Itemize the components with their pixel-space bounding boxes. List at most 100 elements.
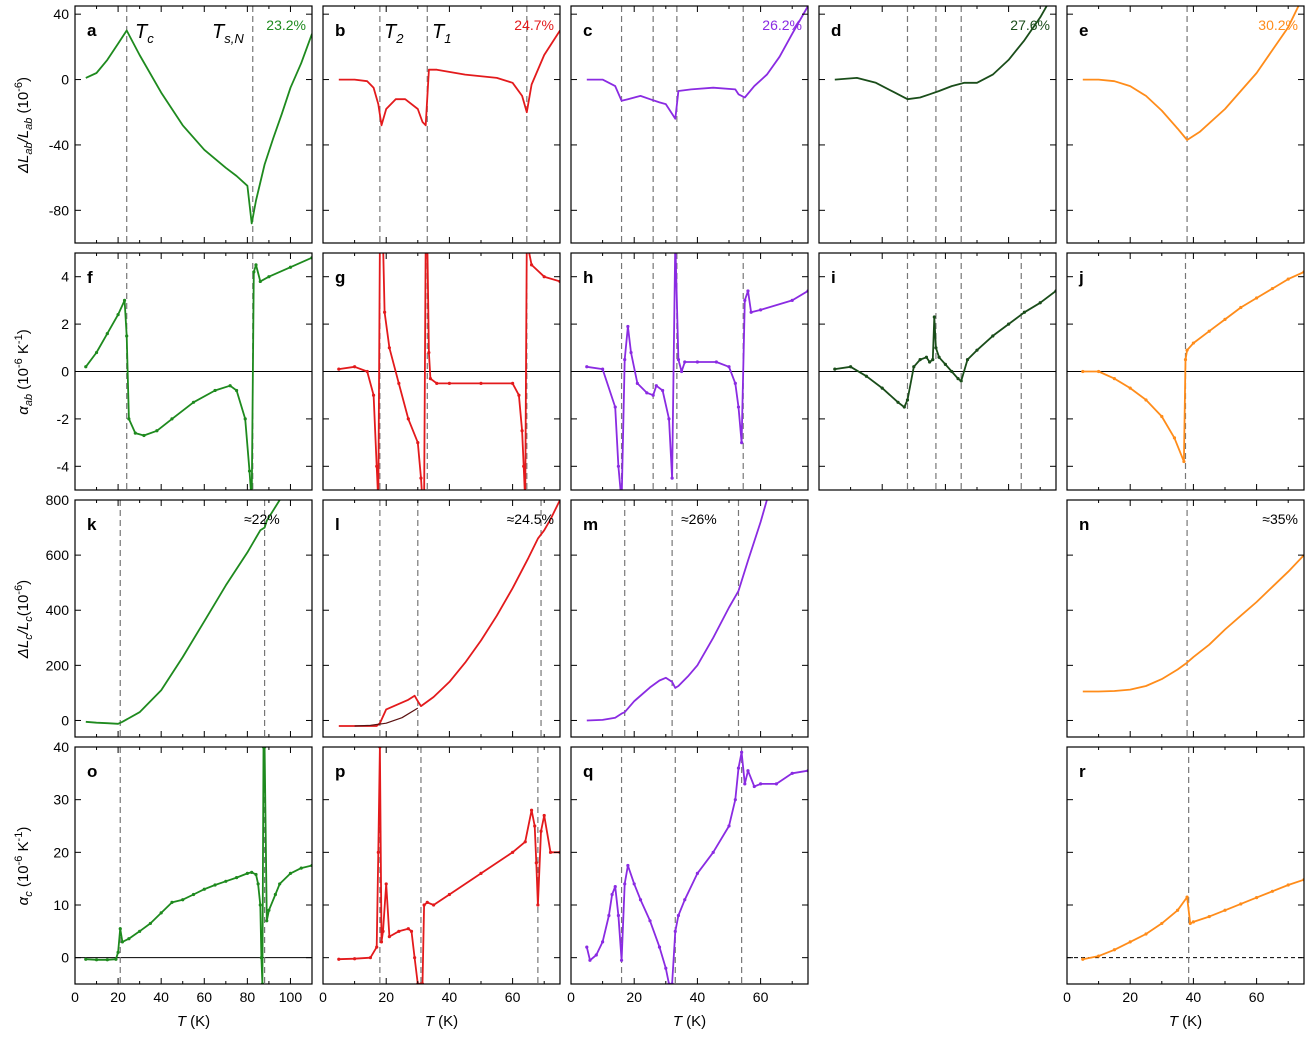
data-point (1270, 889, 1274, 893)
data-point (428, 377, 433, 381)
data-point (267, 275, 271, 279)
data-point (413, 956, 417, 960)
data-point (1191, 920, 1195, 924)
x-tick-label: 20 (378, 989, 394, 1005)
panel-a: 40 0 -40 -80 a 23.2% (49, 5, 313, 244)
data-point (623, 358, 627, 362)
data-point (234, 876, 239, 880)
data-point (626, 863, 630, 868)
data-point (743, 298, 747, 302)
data-point (711, 850, 715, 854)
data-point (613, 884, 617, 889)
transition-annotation: T2 (384, 21, 404, 46)
data-point (529, 808, 534, 812)
panel-frame (74, 746, 313, 985)
data-point (1239, 305, 1243, 310)
series-line (85, 29, 312, 225)
data-point (683, 898, 687, 902)
panel-frame (322, 5, 561, 244)
data-point (234, 388, 239, 393)
data-point (654, 384, 658, 388)
series-line (85, 747, 312, 984)
panel-c: c 26.2% (570, 5, 809, 244)
data-point (148, 921, 153, 926)
data-point (975, 348, 979, 352)
panel-frame (74, 5, 313, 244)
data-point (912, 365, 916, 369)
data-point (759, 782, 763, 786)
panel-label: k (87, 515, 97, 534)
x-axis-label: T (K) (177, 1013, 210, 1030)
data-point (288, 871, 293, 876)
panel-e: e 30.2% (1066, 5, 1305, 244)
panel-label: j (1078, 268, 1084, 287)
data-point (254, 872, 258, 877)
y-tick-label: 0 (61, 950, 69, 966)
series-line (354, 707, 419, 727)
data-point (1038, 301, 1042, 305)
data-point (937, 355, 941, 359)
data-point (683, 360, 687, 364)
panel-frame (818, 5, 1057, 244)
x-tick-label: 0 (1063, 989, 1071, 1005)
series-line (338, 30, 560, 127)
data-point (680, 369, 684, 374)
data-point (170, 900, 174, 904)
data-point (522, 464, 526, 468)
y-tick-label: 800 (46, 492, 70, 508)
data-point (1160, 414, 1164, 419)
data-point (252, 270, 256, 274)
y-tick-label: 600 (46, 547, 70, 563)
x-axis-label: T (K) (1169, 1013, 1202, 1030)
panel-q: 0 20 40 60 T (K) q (567, 746, 809, 1030)
x-axis-label: T (K) (673, 1013, 706, 1030)
data-point (727, 824, 731, 828)
data-point (585, 365, 589, 369)
panel-label: c (583, 21, 592, 40)
data-point (601, 367, 605, 371)
data-point (1286, 277, 1290, 281)
panel-frame (322, 499, 561, 738)
data-point (376, 850, 380, 854)
x-tick-label: 20 (110, 989, 126, 1005)
data-point (965, 358, 970, 362)
panel-l: l ≈24.5% (322, 499, 561, 738)
y-axis-label: αab (10-6 K-1) (13, 329, 35, 414)
y-axis-label: ΔLab/Lab (10-6) (13, 77, 35, 174)
data-point (94, 958, 99, 962)
data-point (645, 391, 649, 395)
x-tick-label: 60 (1249, 989, 1265, 1005)
data-point (1144, 932, 1148, 936)
series-line (85, 256, 312, 490)
panel-label: i (831, 268, 836, 287)
data-point (632, 882, 636, 886)
data-point (648, 919, 652, 923)
data-point (902, 405, 906, 409)
data-point (387, 935, 391, 939)
doping-label: ≈22% (244, 511, 280, 527)
data-point (588, 958, 592, 962)
data-point (1097, 954, 1101, 958)
panel-frame (1066, 499, 1305, 738)
data-point (746, 289, 750, 293)
data-point (142, 433, 146, 438)
data-point (254, 263, 258, 267)
data-point (619, 958, 624, 962)
data-point (1022, 310, 1026, 314)
data-point (105, 958, 109, 962)
data-point (267, 908, 271, 912)
y-axis-label: αc (10-6 K-1) (13, 827, 35, 906)
data-point (422, 903, 426, 907)
data-point (517, 393, 521, 397)
data-point (714, 360, 718, 364)
y-tick-label: -40 (49, 137, 69, 153)
data-point (479, 871, 483, 876)
data-point (228, 384, 232, 388)
data-point (1207, 329, 1211, 333)
data-point (740, 441, 744, 445)
data-point (1182, 459, 1186, 464)
doping-label: ≈24.5% (507, 511, 554, 527)
data-point (224, 879, 228, 883)
data-point (435, 381, 439, 385)
data-point (676, 913, 681, 918)
